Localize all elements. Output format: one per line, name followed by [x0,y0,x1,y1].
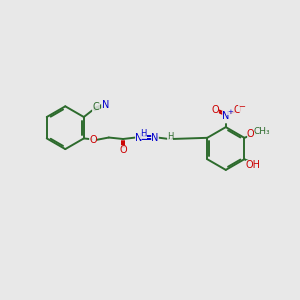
Text: CH₃: CH₃ [254,128,271,136]
Text: H: H [167,131,173,140]
Text: O: O [247,129,254,139]
Text: −: − [238,102,245,111]
Text: N: N [222,111,230,121]
Text: O: O [212,106,219,116]
Text: +: + [227,109,233,115]
Text: C: C [93,103,99,112]
Text: OH: OH [246,160,261,170]
Text: N: N [135,133,142,142]
Text: O: O [89,135,97,145]
Text: N: N [101,100,109,110]
Text: N: N [151,133,158,142]
Text: O: O [119,145,127,155]
Text: O: O [233,106,241,116]
Text: H: H [140,130,147,139]
